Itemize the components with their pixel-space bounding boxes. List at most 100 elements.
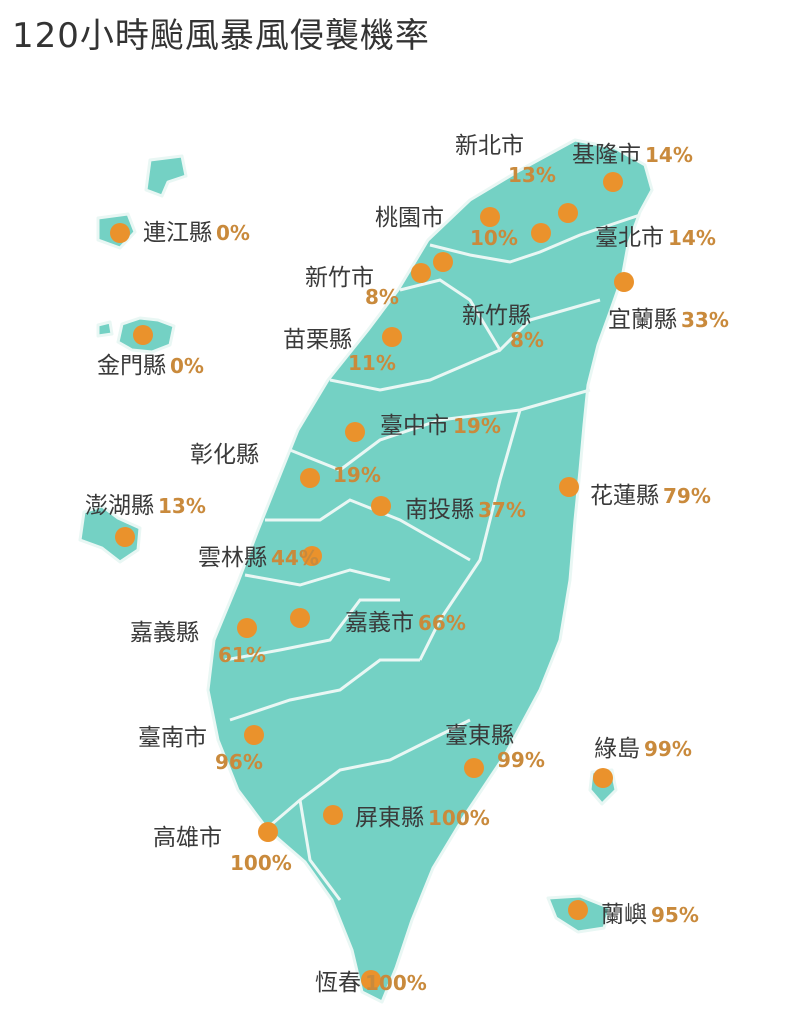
- region-probability-label: 11%: [348, 351, 396, 375]
- region-label: 新竹縣: [462, 296, 531, 330]
- region-label: 新北市: [455, 126, 524, 160]
- region-label: 高雄市: [153, 818, 222, 852]
- region-probability: 13%: [158, 494, 206, 518]
- region-label: 苗栗縣: [283, 320, 352, 354]
- region-name: 金門縣: [97, 353, 166, 379]
- region-name: 宜蘭縣: [608, 307, 677, 333]
- region-name: 新北市: [455, 133, 524, 159]
- region-label: 彰化縣: [190, 435, 259, 469]
- region-probability-label: 100%: [230, 851, 292, 875]
- region-probability-label: 61%: [218, 643, 266, 667]
- region-label: 臺南市: [138, 718, 207, 752]
- location-dot-marker: [593, 768, 613, 788]
- region-label: 花蓮縣 79%: [590, 476, 711, 510]
- region-label: 嘉義市 66%: [345, 603, 466, 637]
- region-name: 新竹縣: [462, 303, 531, 329]
- location-dot-marker: [110, 223, 130, 243]
- penghu-island: [78, 504, 142, 564]
- location-dot-marker: [614, 272, 634, 292]
- region-name: 澎湖縣: [85, 493, 154, 519]
- location-dot-marker: [237, 618, 257, 638]
- region-name: 綠島: [594, 736, 640, 762]
- region-probability: 61%: [218, 643, 266, 667]
- location-dot-marker: [115, 527, 135, 547]
- region-name: 基隆市: [572, 142, 641, 168]
- location-dot-marker: [382, 327, 402, 347]
- location-dot-marker: [258, 822, 278, 842]
- region-name: 嘉義縣: [130, 620, 199, 646]
- region-probability-label: 19%: [333, 463, 381, 487]
- region-probability: 100%: [428, 806, 490, 830]
- location-dot-marker: [361, 970, 381, 990]
- region-probability: 11%: [348, 351, 396, 375]
- region-probability: 14%: [668, 226, 716, 250]
- region-name: 南投縣: [405, 497, 474, 523]
- region-probability: 100%: [230, 851, 292, 875]
- location-dot-marker: [300, 468, 320, 488]
- matsu-north-island: [144, 154, 188, 198]
- location-dot-marker: [411, 263, 431, 283]
- region-label: 新竹市: [305, 258, 374, 292]
- region-probability-label: 96%: [215, 750, 263, 774]
- location-dot-marker: [433, 252, 453, 272]
- region-probability: 37%: [478, 498, 526, 522]
- region-name: 臺南市: [138, 725, 207, 751]
- region-name: 高雄市: [153, 825, 222, 851]
- region-probability-label: 99%: [497, 748, 545, 772]
- region-name: 苗栗縣: [283, 327, 352, 353]
- region-label: 桃園市: [375, 198, 444, 232]
- location-dot-marker: [480, 207, 500, 227]
- region-name: 蘭嶼: [601, 902, 647, 928]
- region-name: 屏東縣: [355, 805, 424, 831]
- region-label: 綠島 99%: [594, 729, 692, 763]
- region-label: 金門縣 0%: [97, 346, 204, 380]
- region-name: 彰化縣: [190, 442, 259, 468]
- location-dot-marker: [133, 325, 153, 345]
- region-name: 嘉義市: [345, 610, 414, 636]
- region-probability-label: 10%: [470, 226, 518, 250]
- region-probability-label: 8%: [365, 285, 399, 309]
- region-probability: 99%: [497, 748, 545, 772]
- region-probability: 0%: [216, 221, 250, 245]
- region-probability: 66%: [418, 611, 466, 635]
- region-label: 臺中市 19%: [380, 406, 501, 440]
- region-label: 南投縣 37%: [405, 490, 526, 524]
- region-name: 恆春: [315, 970, 361, 996]
- region-probability: 95%: [651, 903, 699, 927]
- location-dot-marker: [290, 608, 310, 628]
- region-name: 雲林縣: [198, 545, 267, 571]
- location-dot-marker: [531, 223, 551, 243]
- region-name: 臺中市: [380, 413, 449, 439]
- region-probability: 19%: [453, 414, 501, 438]
- region-probability: 33%: [681, 308, 729, 332]
- region-label: 臺東縣: [445, 716, 514, 750]
- location-dot-marker: [323, 805, 343, 825]
- region-label: 澎湖縣 13%: [85, 486, 206, 520]
- region-probability: 19%: [333, 463, 381, 487]
- region-name: 臺北市: [595, 225, 664, 251]
- location-dot-marker: [371, 496, 391, 516]
- location-dot-marker: [558, 203, 578, 223]
- region-label: 蘭嶼 95%: [601, 895, 699, 929]
- location-dot-marker: [603, 172, 623, 192]
- region-probability: 8%: [510, 328, 544, 352]
- region-label: 雲林縣 44%: [198, 538, 319, 572]
- region-label: 恆春 100%: [315, 963, 427, 997]
- region-label: 嘉義縣: [130, 613, 199, 647]
- region-probability-label: 8%: [510, 328, 544, 352]
- map-title: 120小時颱風暴風侵襲機率: [12, 16, 430, 56]
- region-label: 連江縣 0%: [143, 213, 250, 247]
- region-probability: 10%: [470, 226, 518, 250]
- region-probability: 44%: [271, 546, 319, 570]
- region-label: 屏東縣 100%: [355, 798, 490, 832]
- location-dot-marker: [568, 900, 588, 920]
- region-label: 臺北市 14%: [595, 218, 716, 252]
- county-borders: [224, 213, 641, 901]
- location-dot-marker: [244, 725, 264, 745]
- region-probability: 99%: [644, 737, 692, 761]
- region-probability: 100%: [365, 971, 427, 995]
- kinmen-small-island: [96, 320, 114, 338]
- region-probability: 8%: [365, 285, 399, 309]
- location-dot-marker: [464, 758, 484, 778]
- region-probability: 14%: [645, 143, 693, 167]
